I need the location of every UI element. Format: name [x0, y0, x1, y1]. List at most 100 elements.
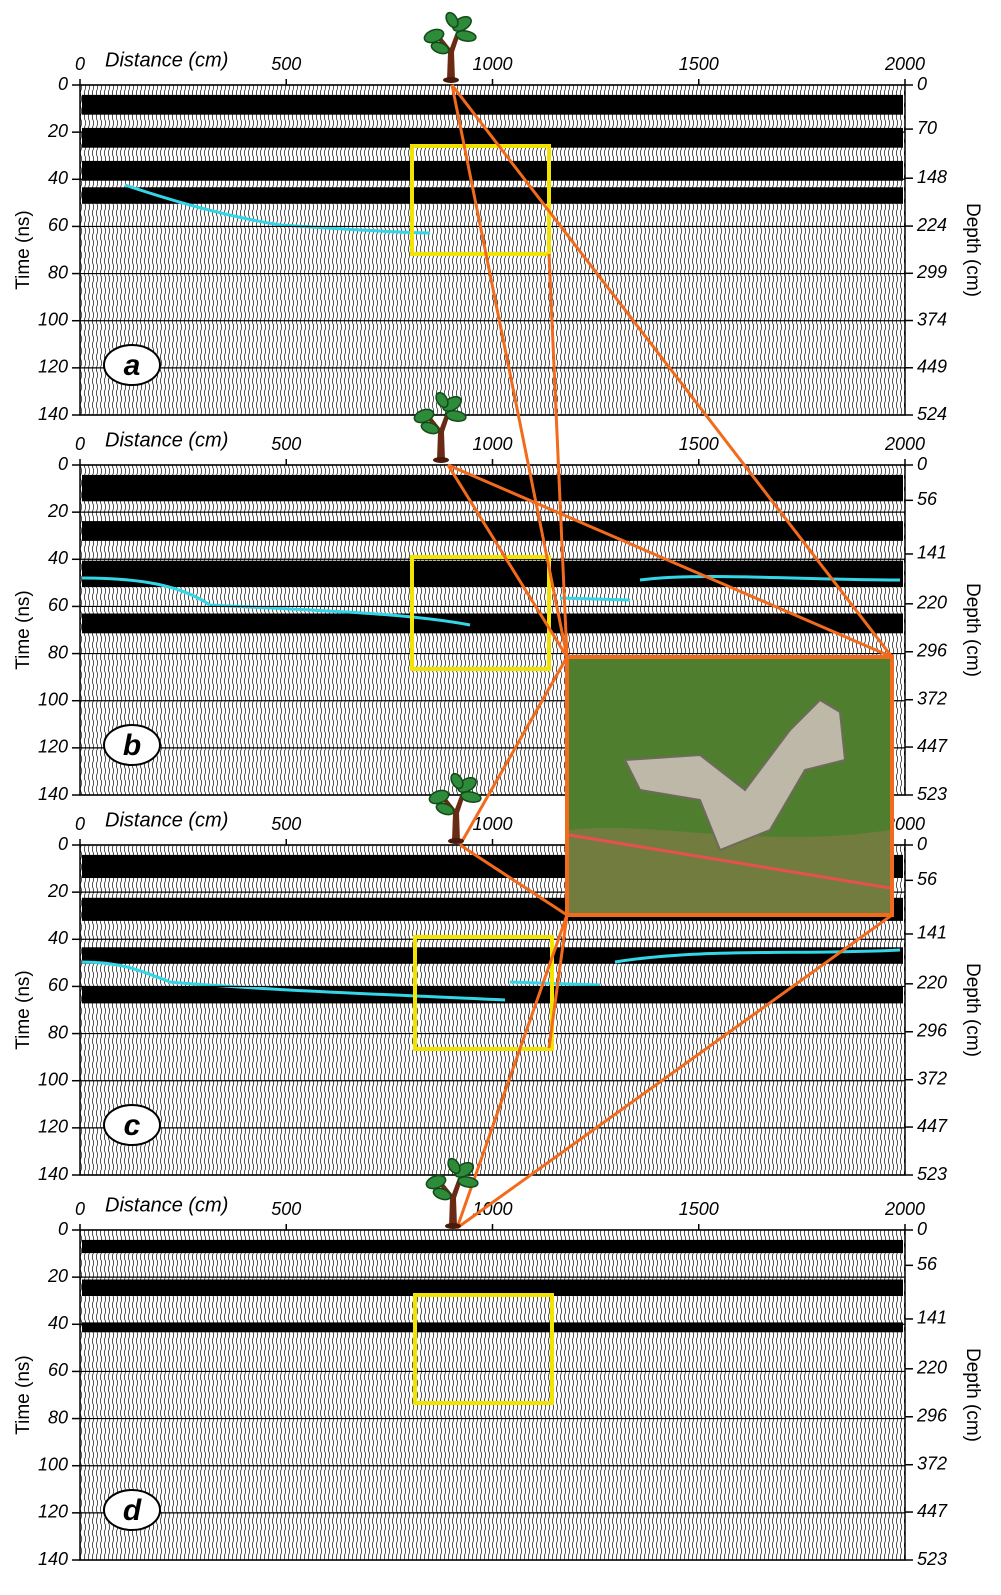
reflection-band — [82, 1240, 903, 1253]
reflection-band — [82, 947, 903, 964]
x-tick-label: 2000 — [884, 1199, 925, 1219]
x-tick-label: 2000 — [884, 434, 925, 454]
y-tick-label: 80 — [48, 1022, 68, 1042]
y-axis-title: Time (ns) — [13, 970, 34, 1050]
y2-axis-title: Depth (cm) — [962, 583, 983, 677]
x-tick-label: 0 — [75, 814, 85, 834]
tree-leaf — [420, 420, 440, 436]
y-tick-label: 0 — [58, 834, 68, 854]
y-tick-label: 120 — [38, 1502, 68, 1522]
y2-tick-label: 70 — [917, 118, 937, 138]
tree-base — [448, 838, 464, 844]
x-tick-label: 500 — [271, 434, 301, 454]
y-tick-label: 140 — [38, 1164, 68, 1184]
y-tick-label: 80 — [48, 1407, 68, 1427]
y2-tick-label: 296 — [916, 641, 948, 661]
y2-axis-title: Depth (cm) — [962, 203, 983, 297]
x-tick-label: 0 — [75, 1199, 85, 1219]
y-tick-label: 120 — [38, 1117, 68, 1137]
y-tick-label: 20 — [47, 881, 68, 901]
y-tick-label: 40 — [48, 1313, 68, 1333]
x-tick-label: 1500 — [679, 434, 719, 454]
y-tick-label: 100 — [38, 309, 68, 329]
x-tick-label: 1000 — [472, 54, 512, 74]
reflection-band — [82, 187, 903, 204]
y-tick-label: 100 — [38, 1454, 68, 1474]
y2-tick-label: 372 — [917, 1068, 947, 1088]
y-tick-label: 140 — [38, 784, 68, 804]
x-axis-title: Distance (cm) — [105, 809, 228, 831]
y-tick-label: 40 — [48, 928, 68, 948]
y-tick-label: 120 — [38, 357, 68, 377]
tree-leaf — [435, 801, 455, 817]
y-tick-label: 0 — [58, 454, 68, 474]
tree-leaf — [430, 40, 450, 56]
y-tick-label: 20 — [47, 1266, 68, 1286]
y-tick-label: 0 — [58, 1219, 68, 1239]
x-axis-title: Distance (cm) — [105, 49, 228, 71]
y2-tick-label: 449 — [917, 357, 947, 377]
y2-tick-label: 447 — [917, 736, 948, 756]
figure: 0204060801001201400701482242993744495240… — [0, 0, 1001, 1595]
y2-tick-label: 447 — [917, 1501, 948, 1521]
y-tick-label: 20 — [47, 121, 68, 141]
y-tick-label: 60 — [48, 975, 68, 995]
x-tick-label: 500 — [271, 54, 301, 74]
y2-axis-title: Depth (cm) — [962, 1348, 983, 1442]
y2-tick-label: 56 — [917, 489, 938, 509]
y2-tick-label: 141 — [917, 923, 947, 943]
tree-base — [445, 1223, 461, 1229]
y-tick-label: 60 — [48, 215, 68, 235]
tree-leaf — [455, 29, 476, 42]
y2-axis-title: Depth (cm) — [962, 963, 983, 1057]
y-tick-label: 40 — [48, 548, 68, 568]
y2-tick-label: 372 — [917, 688, 947, 708]
y2-tick-label: 220 — [916, 973, 947, 993]
y-tick-label: 80 — [48, 642, 68, 662]
y2-tick-label: 0 — [917, 74, 927, 94]
tree-icon — [423, 11, 477, 83]
y2-tick-label: 523 — [917, 1164, 947, 1184]
y-tick-label: 60 — [48, 595, 68, 615]
x-axis-title: Distance (cm) — [105, 429, 228, 451]
y-tick-label: 100 — [38, 689, 68, 709]
y-tick-label: 120 — [38, 737, 68, 757]
panel-label: c — [124, 1109, 141, 1142]
y-tick-label: 100 — [38, 1069, 68, 1089]
y2-tick-label: 447 — [917, 1116, 948, 1136]
x-tick-label: 2000 — [884, 54, 925, 74]
y2-tick-label: 523 — [917, 784, 947, 804]
reflection-band — [82, 95, 903, 115]
y2-tick-label: 56 — [917, 869, 938, 889]
y2-tick-label: 220 — [916, 1358, 947, 1378]
y2-tick-label: 56 — [917, 1254, 938, 1274]
y-tick-label: 80 — [48, 262, 68, 282]
y-tick-label: 0 — [58, 74, 68, 94]
x-tick-label: 1500 — [679, 1199, 719, 1219]
x-tick-label: 1000 — [472, 434, 512, 454]
reflection-band — [82, 161, 903, 181]
y2-tick-label: 0 — [917, 834, 927, 854]
reflection-band — [82, 561, 903, 587]
y-axis-title: Time (ns) — [13, 210, 34, 290]
y2-tick-label: 148 — [917, 167, 947, 187]
reflection-band — [82, 614, 903, 634]
y2-tick-label: 296 — [916, 1021, 948, 1041]
y2-tick-label: 296 — [916, 1406, 948, 1426]
y-tick-label: 40 — [48, 168, 68, 188]
y-tick-label: 60 — [48, 1360, 68, 1380]
panel-label: b — [123, 729, 141, 762]
y2-tick-label: 220 — [916, 593, 947, 613]
y-tick-label: 140 — [38, 1549, 68, 1569]
y2-tick-label: 224 — [916, 215, 947, 235]
x-tick-label: 0 — [75, 434, 85, 454]
y2-tick-label: 372 — [917, 1453, 947, 1473]
y2-tick-label: 0 — [917, 1219, 927, 1239]
y2-tick-label: 141 — [917, 543, 947, 563]
reflection-band — [82, 475, 903, 501]
x-tick-label: 0 — [75, 54, 85, 74]
y2-tick-label: 299 — [916, 262, 947, 282]
tree-leaf — [432, 1186, 452, 1202]
y-axis-title: Time (ns) — [13, 590, 34, 670]
tree-base — [433, 457, 449, 463]
